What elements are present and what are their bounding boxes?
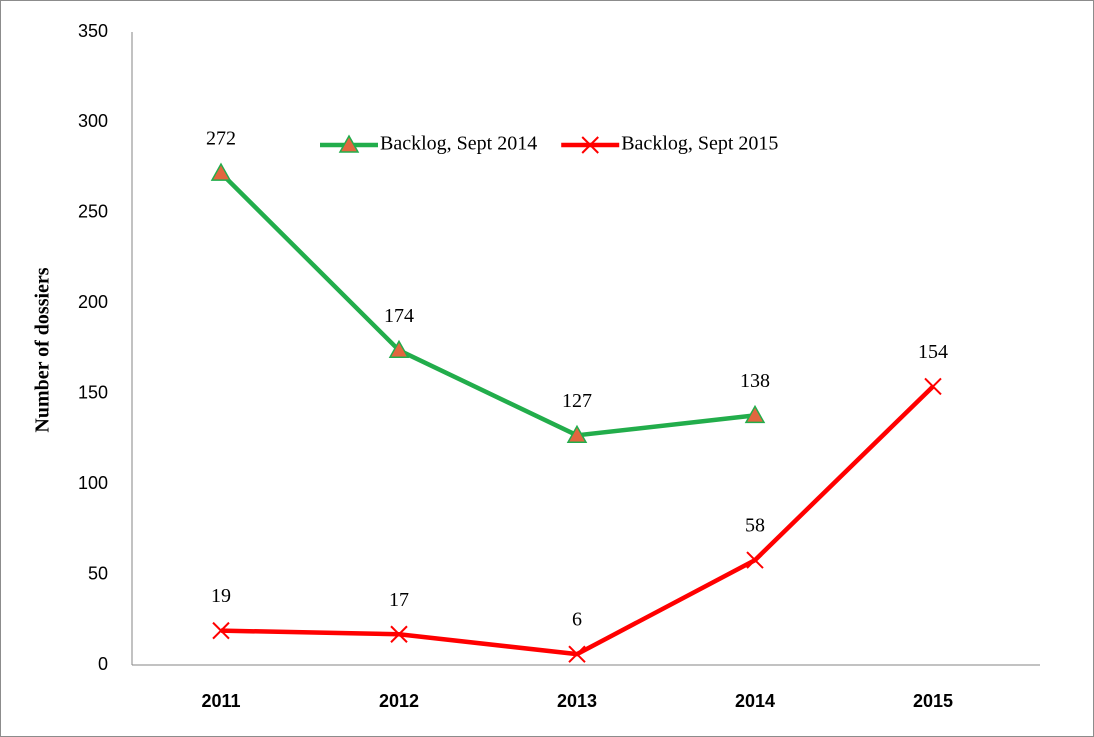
x-tick-label: 2014 [735, 691, 775, 711]
marker [212, 621, 230, 640]
marker [581, 136, 599, 154]
legend-label: Backlog, Sept 2014 [380, 133, 537, 155]
legend-label: Backlog, Sept 2015 [621, 133, 778, 155]
marker [746, 551, 764, 569]
marker [338, 134, 360, 153]
series-line [219, 171, 756, 438]
marker [924, 377, 942, 396]
data-label: 272 [206, 128, 236, 150]
data-label: 19 [211, 585, 231, 607]
y-tick-label: 250 [78, 202, 108, 222]
x-tick-label: 2015 [913, 691, 953, 711]
y-tick-label: 0 [98, 654, 108, 674]
data-label: 58 [745, 515, 765, 537]
y-axis-title: Number of dossiers [32, 267, 54, 432]
x-tick-label: 2013 [557, 691, 597, 711]
marker [744, 404, 766, 424]
y-tick-label: 200 [78, 292, 108, 312]
marker [568, 645, 586, 663]
data-label: 138 [740, 370, 770, 392]
marker [390, 625, 408, 643]
data-label: 174 [384, 305, 414, 327]
y-tick-label: 350 [78, 21, 108, 41]
marker [566, 424, 588, 444]
x-tick-label: 2012 [379, 691, 419, 711]
y-tick-label: 300 [78, 111, 108, 131]
y-tick-label: 50 [88, 563, 108, 583]
marker [388, 339, 410, 359]
x-tick-label: 2011 [201, 691, 240, 711]
y-tick-label: 100 [78, 473, 108, 493]
data-label: 17 [389, 589, 409, 611]
y-tick-label: 150 [78, 382, 108, 402]
data-label: 154 [918, 341, 948, 363]
data-label: 127 [562, 390, 592, 412]
data-label: 6 [572, 609, 582, 631]
marker [210, 162, 232, 181]
